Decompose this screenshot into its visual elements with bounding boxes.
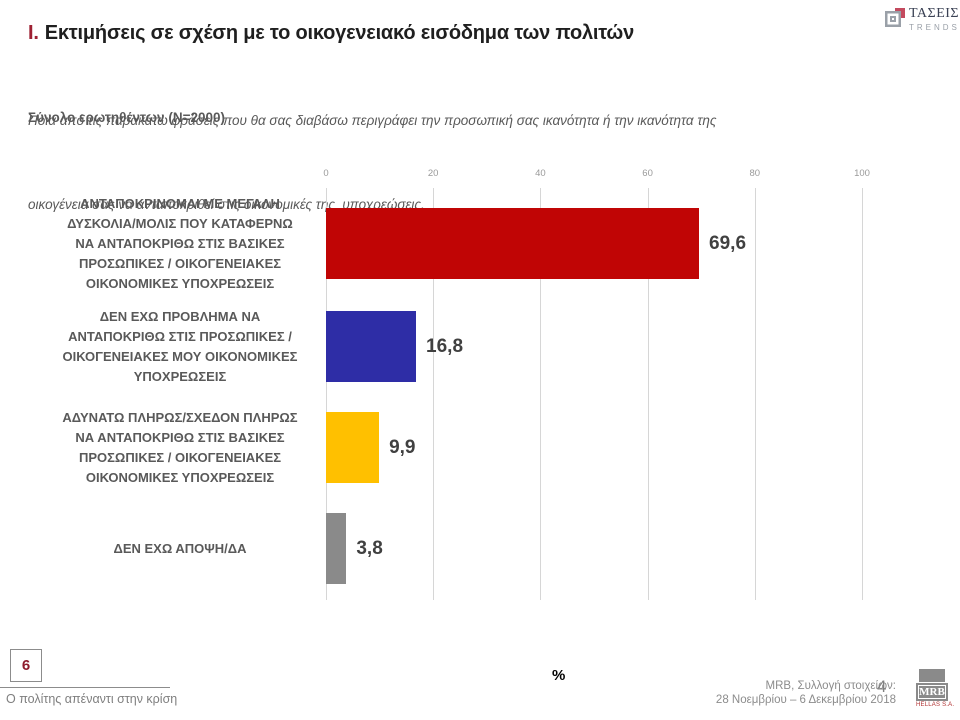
mrb-logo-box: MRB — [916, 683, 948, 701]
gridline-x0 — [326, 188, 327, 600]
category-label: ΔΕΝ ΕΧΩ ΠΡΟΒΛΗΜΑ ΝΑ ΑΝΤΑΠΟΚΡΙΘΩ ΣΤΙΣ ΠΡΟ… — [62, 308, 298, 384]
page-title: Ι. Εκτιμήσεις σε σχέση με το οικογενειακό… — [28, 22, 634, 45]
trends-logo: ΤΑΣΕΙΣ TRENDS — [884, 7, 960, 35]
value-label: 3,8 — [356, 537, 383, 559]
x-axis-tick-label: 40 — [535, 168, 546, 179]
footer-divider — [0, 687, 170, 688]
x-axis-tick-label: 60 — [642, 168, 653, 179]
gridline-x40 — [540, 188, 542, 600]
mrb-logo-bar — [919, 669, 945, 682]
title-text: Εκτιμήσεις σε σχέση με το οικογενειακό ε… — [44, 22, 635, 44]
gridline-x60 — [647, 188, 649, 600]
value-label: 16,8 — [426, 335, 464, 357]
percent-unit-label: % — [552, 667, 566, 684]
bar — [326, 208, 700, 279]
brand-name: ΤΑΣΕΙΣ — [909, 6, 960, 21]
source-note: MRB, Συλλογή στοιχείων: 28 Νοεμβρίου – 6… — [716, 679, 896, 707]
source-line-1: MRB, Συλλογή στοιχείων: — [765, 680, 896, 692]
concentric-squares-icon — [884, 7, 906, 35]
x-axis-tick-label: 100 — [854, 168, 870, 179]
bar — [326, 412, 380, 483]
x-axis-tick-label: 20 — [427, 168, 439, 179]
mrb-logo-subtext: HELLAS S.A. — [916, 702, 955, 708]
page-number: 4 — [877, 677, 887, 696]
question-text: Ποια από τις παρακάτω φράσεις που θα σας… — [28, 51, 716, 275]
bar — [326, 311, 417, 382]
mrb-logo-text: MRB — [918, 685, 946, 699]
gridline-x20 — [433, 188, 435, 600]
category-label: ΑΝΤΑΠΟΚΡΙΝΟΜΑΙ ΜΕ ΜΕΓΑΛΗ ΔΥΣΚΟΛΙΑ/ΜΟΛΙΣ … — [67, 195, 293, 291]
survey-series-title: Ο πολίτης απέναντι στην κρίση — [6, 692, 178, 706]
source-line-2: 28 Νοεμβρίου – 6 Δεκεμβρίου 2018 — [715, 694, 896, 706]
brand-subname: TRENDS — [909, 23, 960, 32]
gridline-x100 — [862, 188, 863, 600]
x-axis-tick-label: 0 — [323, 168, 329, 179]
value-label: 9,9 — [389, 436, 416, 458]
sample-size-label: Σύνολο ερωτηθέντων (N=2000) — [28, 110, 225, 125]
x-axis-tick-label: 80 — [749, 168, 761, 179]
question-line-1: Ποια από τις παρακάτω φράσεις που θα σας… — [28, 113, 717, 128]
value-label: 69,6 — [709, 232, 747, 254]
category-label: ΔΕΝ ΕΧΩ ΑΠΟΨΗ/ΔΑ — [113, 540, 247, 556]
bar — [326, 513, 347, 584]
section-numeral: Ι. — [28, 22, 39, 44]
mrb-logo: MRB HELLAS S.A. — [916, 669, 955, 708]
slide-number-box: 6 — [10, 649, 42, 682]
category-label: ΑΔΥΝΑΤΩ ΠΛΗΡΩΣ/ΣΧΕΔΟΝ ΠΛΗΡΩΣ ΝΑ ΑΝΤΑΠΟΚΡ… — [62, 409, 298, 485]
bar-chart: 0 20 40 60 80 100 ΑΝΤΑΠΟΚΡΙΝΟΜΑΙ ΜΕ ΜΕΓΑΛΗ ΔΥΣ… — [62, 168, 870, 600]
gridline-x80 — [754, 188, 756, 600]
question-line-2: οικογένεια σας να ανταποκριθεί στις οικο… — [28, 197, 425, 212]
